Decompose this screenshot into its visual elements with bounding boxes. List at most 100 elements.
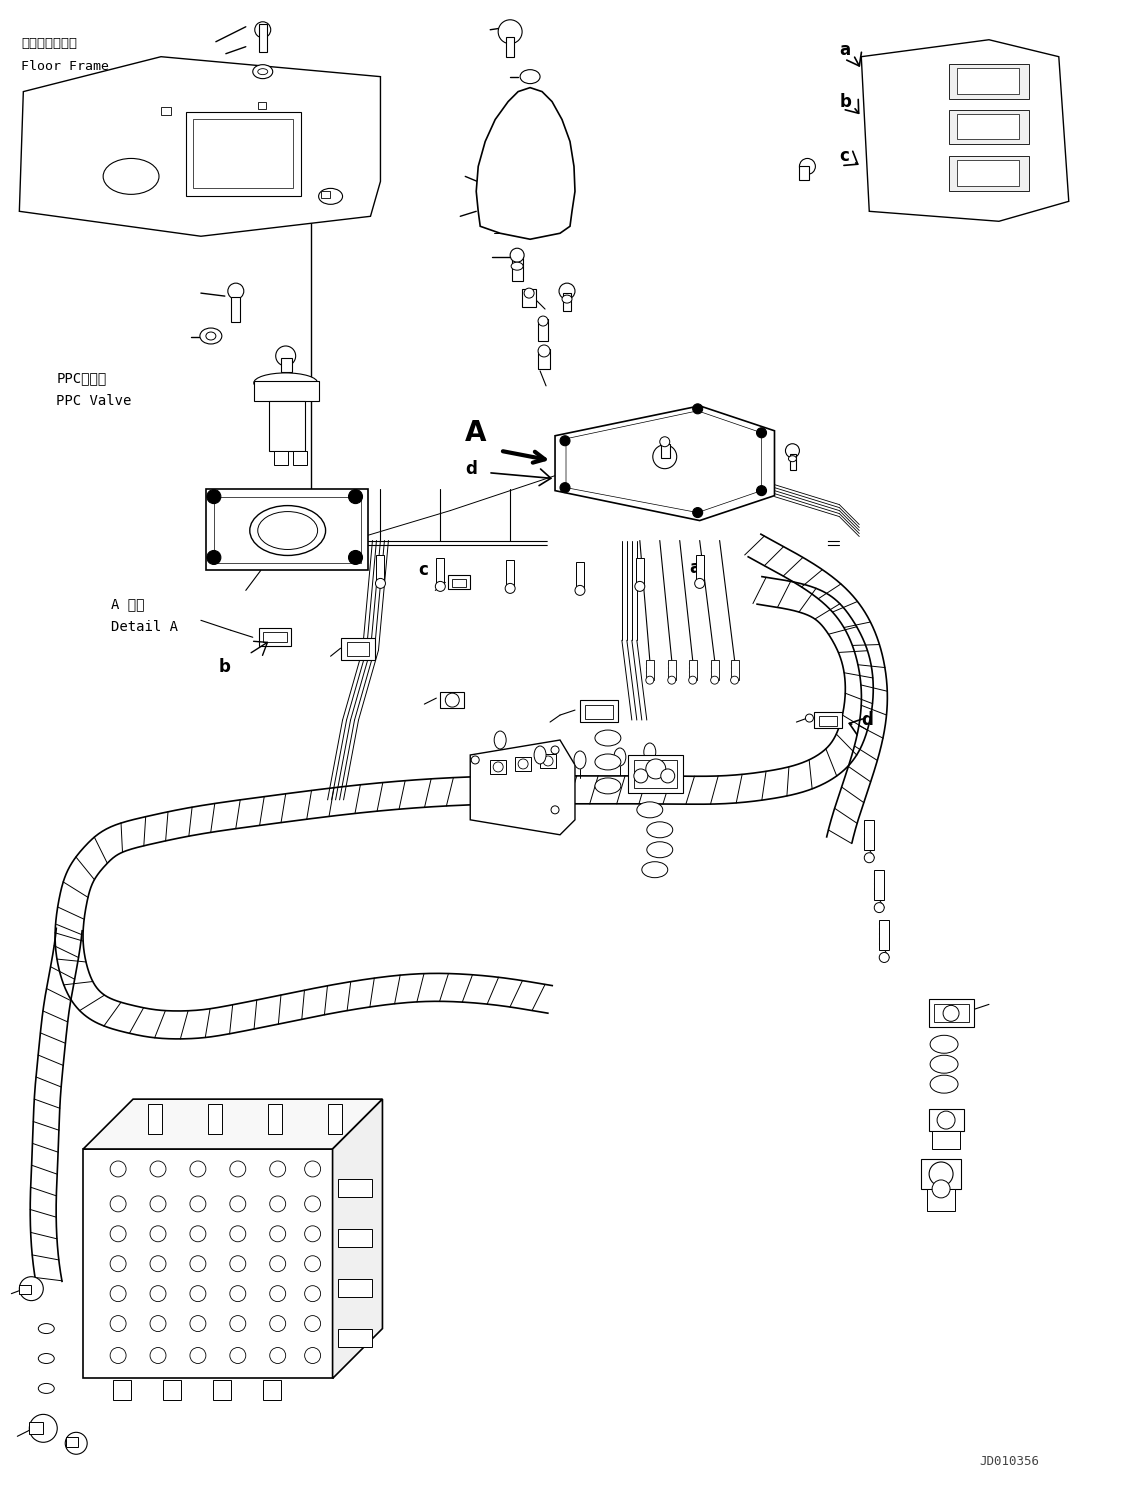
Bar (957, 113, 1019, 139)
Ellipse shape (520, 70, 540, 84)
Circle shape (270, 1197, 286, 1212)
Bar (580, 700, 617, 722)
Circle shape (304, 1286, 320, 1301)
Circle shape (538, 345, 550, 357)
Text: c: c (419, 561, 428, 579)
Text: a: a (840, 40, 850, 58)
Circle shape (30, 1414, 57, 1443)
Circle shape (150, 1256, 166, 1271)
Bar (874, 870, 884, 900)
Circle shape (938, 1112, 955, 1129)
Bar (628, 755, 683, 792)
Circle shape (653, 445, 676, 468)
Bar (340, 639, 376, 661)
Circle shape (110, 1161, 126, 1177)
Ellipse shape (39, 1323, 54, 1334)
Circle shape (270, 1256, 286, 1271)
Bar (815, 712, 842, 728)
Bar (436, 558, 444, 586)
Circle shape (229, 1256, 246, 1271)
Bar (930, 1109, 964, 1131)
Bar (230, 297, 239, 322)
Bar (515, 756, 531, 771)
Circle shape (550, 806, 560, 813)
Bar (268, 1104, 281, 1134)
Circle shape (190, 1256, 205, 1271)
Circle shape (304, 1256, 320, 1271)
Bar (932, 1131, 960, 1149)
Circle shape (498, 19, 522, 43)
Ellipse shape (595, 777, 621, 794)
Circle shape (304, 1226, 320, 1241)
Circle shape (348, 489, 362, 504)
Bar (949, 64, 1028, 98)
Circle shape (270, 1286, 286, 1301)
Ellipse shape (614, 747, 625, 765)
Bar (949, 157, 1028, 191)
Circle shape (110, 1197, 126, 1212)
Circle shape (229, 1286, 246, 1301)
Text: Detail A: Detail A (111, 621, 178, 634)
Bar (337, 1328, 372, 1346)
Circle shape (524, 288, 535, 298)
Bar (293, 451, 306, 464)
Bar (957, 67, 1019, 94)
Bar (506, 561, 514, 588)
Bar (258, 101, 266, 109)
Circle shape (150, 1226, 166, 1241)
Polygon shape (83, 1100, 382, 1149)
Circle shape (538, 316, 548, 327)
Circle shape (932, 1180, 950, 1198)
Circle shape (229, 1316, 246, 1331)
Circle shape (190, 1286, 205, 1301)
Circle shape (190, 1316, 205, 1331)
Bar (19, 1285, 32, 1294)
Ellipse shape (200, 328, 221, 345)
Circle shape (646, 759, 666, 779)
Circle shape (510, 248, 524, 263)
Circle shape (304, 1347, 320, 1364)
Bar (538, 349, 550, 369)
Circle shape (731, 676, 739, 685)
Bar (711, 661, 718, 680)
Circle shape (270, 1226, 286, 1241)
Circle shape (304, 1197, 320, 1212)
Bar (30, 1422, 43, 1434)
Bar (213, 497, 361, 564)
Circle shape (207, 551, 221, 564)
Text: d: d (861, 712, 873, 730)
Bar (949, 109, 1028, 145)
Circle shape (930, 1162, 953, 1186)
Bar (262, 633, 287, 642)
Circle shape (376, 579, 386, 588)
Ellipse shape (595, 753, 621, 770)
Circle shape (550, 746, 560, 753)
Polygon shape (205, 489, 369, 570)
Circle shape (864, 853, 874, 862)
Circle shape (880, 952, 889, 962)
Circle shape (304, 1316, 320, 1331)
Circle shape (943, 1006, 959, 1022)
Text: d: d (465, 460, 477, 477)
Bar (377, 555, 385, 583)
Text: b: b (219, 658, 230, 676)
Polygon shape (477, 88, 575, 239)
Circle shape (659, 437, 670, 446)
Bar (538, 319, 548, 342)
Ellipse shape (319, 188, 343, 204)
Circle shape (229, 1347, 246, 1364)
Ellipse shape (644, 743, 656, 761)
Circle shape (348, 551, 362, 564)
Bar (148, 1104, 162, 1134)
Bar (208, 1104, 221, 1134)
Circle shape (695, 579, 705, 588)
Bar (490, 759, 506, 774)
Ellipse shape (250, 506, 326, 555)
Circle shape (445, 694, 460, 707)
Bar (563, 292, 571, 310)
Circle shape (229, 1161, 246, 1177)
Circle shape (229, 1226, 246, 1241)
Bar (114, 1380, 131, 1401)
Bar (512, 254, 523, 280)
Ellipse shape (930, 1055, 958, 1073)
